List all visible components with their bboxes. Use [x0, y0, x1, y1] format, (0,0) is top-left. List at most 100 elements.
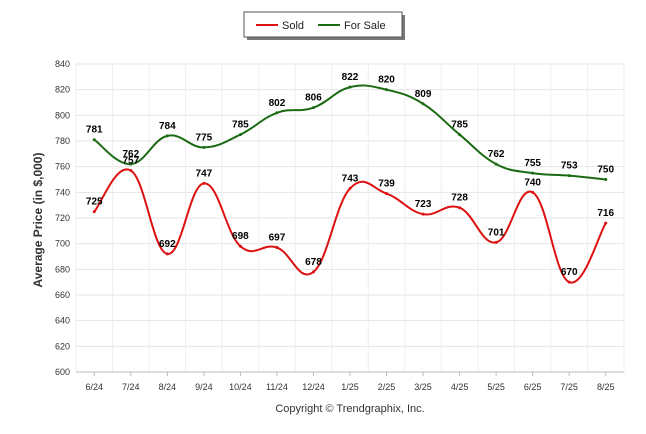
- data-point-sold: [92, 210, 96, 214]
- data-label-sold: 743: [342, 173, 359, 184]
- data-label-sold: 701: [488, 227, 505, 238]
- data-label-for-sale: 781: [86, 125, 103, 136]
- x-tick-label: 11/24: [266, 382, 288, 392]
- data-label-sold: 692: [159, 239, 176, 250]
- data-point-sold: [421, 212, 425, 216]
- data-point-for-sale: [129, 162, 133, 166]
- data-point-sold: [311, 270, 315, 274]
- x-tick-label: 1/25: [341, 382, 359, 392]
- y-tick-label: 680: [55, 264, 70, 274]
- data-label-for-sale: 755: [524, 158, 541, 169]
- data-point-for-sale: [385, 88, 389, 92]
- data-label-sold: 747: [196, 168, 213, 179]
- data-point-sold: [567, 280, 571, 284]
- data-point-sold: [202, 181, 206, 185]
- legend-label-for-sale: For Sale: [344, 20, 386, 32]
- data-point-sold: [275, 246, 279, 250]
- x-tick-label: 2/25: [378, 382, 396, 392]
- data-point-for-sale: [531, 171, 535, 175]
- x-tick-label: 8/25: [597, 382, 615, 392]
- x-tick-label: 3/25: [414, 382, 432, 392]
- data-point-for-sale: [567, 174, 571, 178]
- data-point-sold: [494, 240, 498, 244]
- y-tick-label: 620: [55, 341, 70, 351]
- x-tick-label: 4/25: [451, 382, 469, 392]
- data-label-sold: 725: [86, 197, 103, 208]
- series-line-sold: [93, 168, 607, 284]
- data-point-sold: [458, 206, 462, 210]
- data-point-sold: [531, 190, 535, 194]
- data-point-sold: [604, 221, 608, 225]
- data-label-for-sale: 785: [451, 120, 468, 131]
- data-point-for-sale: [92, 138, 96, 142]
- y-tick-label: 800: [55, 110, 70, 120]
- data-label-sold: 716: [597, 208, 614, 219]
- y-tick-label: 820: [55, 85, 70, 95]
- data-label-for-sale: 802: [269, 98, 286, 109]
- series-lines: [92, 84, 608, 284]
- data-point-sold: [165, 252, 169, 256]
- data-label-sold: 697: [269, 233, 286, 244]
- data-point-for-sale: [202, 145, 206, 149]
- y-tick-label: 760: [55, 162, 70, 172]
- legend-label-sold: Sold: [282, 20, 304, 32]
- data-point-for-sale: [311, 106, 315, 110]
- data-label-sold: 739: [378, 179, 395, 190]
- data-label-sold: 728: [451, 193, 468, 204]
- y-tick-label: 740: [55, 187, 70, 197]
- data-label-sold: 740: [524, 177, 541, 188]
- data-point-for-sale: [165, 134, 169, 138]
- x-tick-label: 6/24: [86, 382, 104, 392]
- x-axis-ticks: 6/24 7/24 8/24 9/24 10/24 11/24 12/24 1/25 2/25 3…: [86, 372, 615, 392]
- data-label-sold: 757: [122, 156, 139, 167]
- data-point-for-sale: [604, 178, 608, 181]
- x-tick-label: 5/25: [487, 382, 505, 392]
- data-label-for-sale: 809: [415, 89, 432, 100]
- data-point-for-sale: [494, 162, 498, 166]
- data-point-for-sale: [275, 111, 279, 115]
- y-tick-label: 720: [55, 213, 70, 223]
- data-label-for-sale: 750: [597, 165, 614, 176]
- data-label-for-sale: 806: [305, 93, 322, 104]
- data-label-for-sale: 785: [232, 120, 249, 131]
- y-tick-label: 640: [55, 316, 70, 326]
- data-point-sold: [348, 186, 352, 190]
- x-tick-label: 8/24: [159, 382, 177, 392]
- data-label-for-sale: 822: [342, 72, 359, 83]
- data-point-for-sale: [458, 133, 462, 137]
- data-label-sold: 723: [415, 199, 432, 210]
- data-labels: 725 757 692 747 698 697 678 743 739 723 728 701 740 6…: [86, 72, 615, 278]
- y-axis-ticks: 600 620 640 660 680 700 720 740 760 780 800 820 840: [55, 59, 70, 377]
- data-label-for-sale: 775: [196, 132, 213, 143]
- y-axis-title: Average Price (in $,000): [31, 153, 45, 288]
- data-label-sold: 678: [305, 257, 322, 268]
- legend: Sold For Sale: [243, 11, 405, 40]
- x-tick-label: 7/24: [122, 382, 140, 392]
- data-label-for-sale: 820: [378, 75, 395, 86]
- y-tick-label: 660: [55, 290, 70, 300]
- grid: [75, 63, 625, 373]
- x-tick-label: 6/25: [524, 382, 542, 392]
- data-point-sold: [238, 244, 242, 248]
- x-tick-label: 7/25: [560, 382, 578, 392]
- y-tick-label: 840: [55, 59, 70, 69]
- data-label-sold: 670: [561, 267, 578, 278]
- y-tick-label: 700: [55, 239, 70, 249]
- x-tick-label: 9/24: [195, 382, 213, 392]
- data-label-for-sale: 762: [122, 149, 139, 160]
- copyright-credit: Copyright © Trendgraphix, Inc.: [275, 403, 424, 415]
- data-point-for-sale: [421, 102, 425, 106]
- data-label-for-sale: 753: [561, 161, 578, 172]
- x-tick-label: 12/24: [302, 382, 325, 392]
- data-point-sold: [385, 192, 389, 196]
- y-tick-label: 780: [55, 136, 70, 146]
- x-tick-label: 10/24: [229, 382, 252, 392]
- data-label-sold: 698: [232, 231, 249, 242]
- data-label-for-sale: 762: [488, 149, 505, 160]
- y-tick-label: 600: [55, 367, 70, 377]
- data-label-for-sale: 784: [159, 121, 176, 132]
- data-point-for-sale: [238, 133, 242, 137]
- data-point-sold: [129, 169, 133, 173]
- data-point-for-sale: [348, 85, 352, 89]
